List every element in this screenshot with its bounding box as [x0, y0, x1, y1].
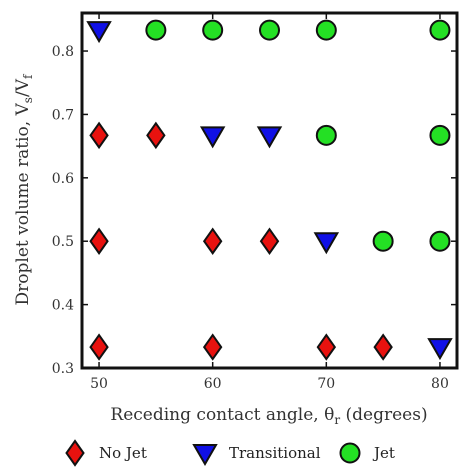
- jet-point: [259, 19, 280, 41]
- no-jet-point: [89, 333, 109, 361]
- no-jet-point: [373, 333, 393, 361]
- transitional-point: [256, 126, 283, 149]
- plot-frame: [80, 11, 459, 370]
- legend-item-jet: Jet: [339, 442, 395, 464]
- legend-label-jet: Jet: [372, 444, 395, 462]
- no-jet-point: [146, 121, 166, 150]
- no-jet-point: [259, 227, 280, 255]
- legend-marker-no-jet: [65, 439, 85, 467]
- y-tick-label: 0.3: [52, 361, 74, 377]
- legend-item-no-jet: No Jet: [65, 439, 147, 467]
- no-jet-point: [202, 227, 223, 255]
- no-jet-point: [89, 227, 109, 255]
- jet-point: [429, 19, 451, 41]
- legend-item-transitional: Transitional: [192, 444, 321, 466]
- jet-point: [372, 230, 394, 252]
- x-axis-label: Receding contact angle, θr (degrees): [110, 405, 427, 427]
- transitional-point: [199, 126, 226, 149]
- y-tick-labels: 0.3 0.4 0.5 0.6 0.7 0.8: [52, 44, 74, 377]
- legend-label-no-jet: No Jet: [99, 444, 147, 462]
- transitional-point: [313, 232, 340, 255]
- y-tick-label: 0.8: [52, 44, 74, 60]
- jet-point: [315, 19, 337, 41]
- legend-marker-transitional: [192, 444, 218, 466]
- legend-marker-jet: [339, 442, 361, 464]
- x-tick-label: 70: [317, 376, 335, 392]
- series-no-jet: [89, 121, 393, 361]
- transitional-point: [427, 338, 453, 361]
- jet-point: [202, 19, 224, 41]
- y-tick-label: 0.4: [52, 298, 74, 314]
- no-jet-point: [89, 121, 109, 150]
- y-tick-label: 0.6: [52, 171, 74, 187]
- jet-point: [145, 19, 167, 41]
- jet-point: [429, 230, 451, 252]
- y-axis-label: Droplet volume ratio, Vs/Vf: [13, 73, 35, 305]
- x-tick-labels: 50 60 70 80: [90, 376, 449, 392]
- no-jet-point: [202, 333, 223, 361]
- axis-ticks: [82, 13, 457, 369]
- no-jet-point: [316, 333, 337, 361]
- series-jet: [145, 19, 451, 252]
- x-tick-label: 80: [431, 376, 449, 392]
- legend-label-transitional: Transitional: [229, 444, 321, 462]
- transitional-point: [86, 21, 112, 44]
- legend: No Jet Transitional Jet: [65, 439, 395, 467]
- y-tick-label: 0.7: [52, 107, 74, 123]
- y-tick-label: 0.5: [52, 234, 74, 250]
- data-markers: [86, 19, 453, 361]
- jet-point: [429, 124, 451, 146]
- series-transitional: [86, 21, 453, 361]
- x-tick-label: 50: [90, 376, 108, 392]
- jet-point: [315, 124, 337, 146]
- x-tick-label: 60: [204, 376, 222, 392]
